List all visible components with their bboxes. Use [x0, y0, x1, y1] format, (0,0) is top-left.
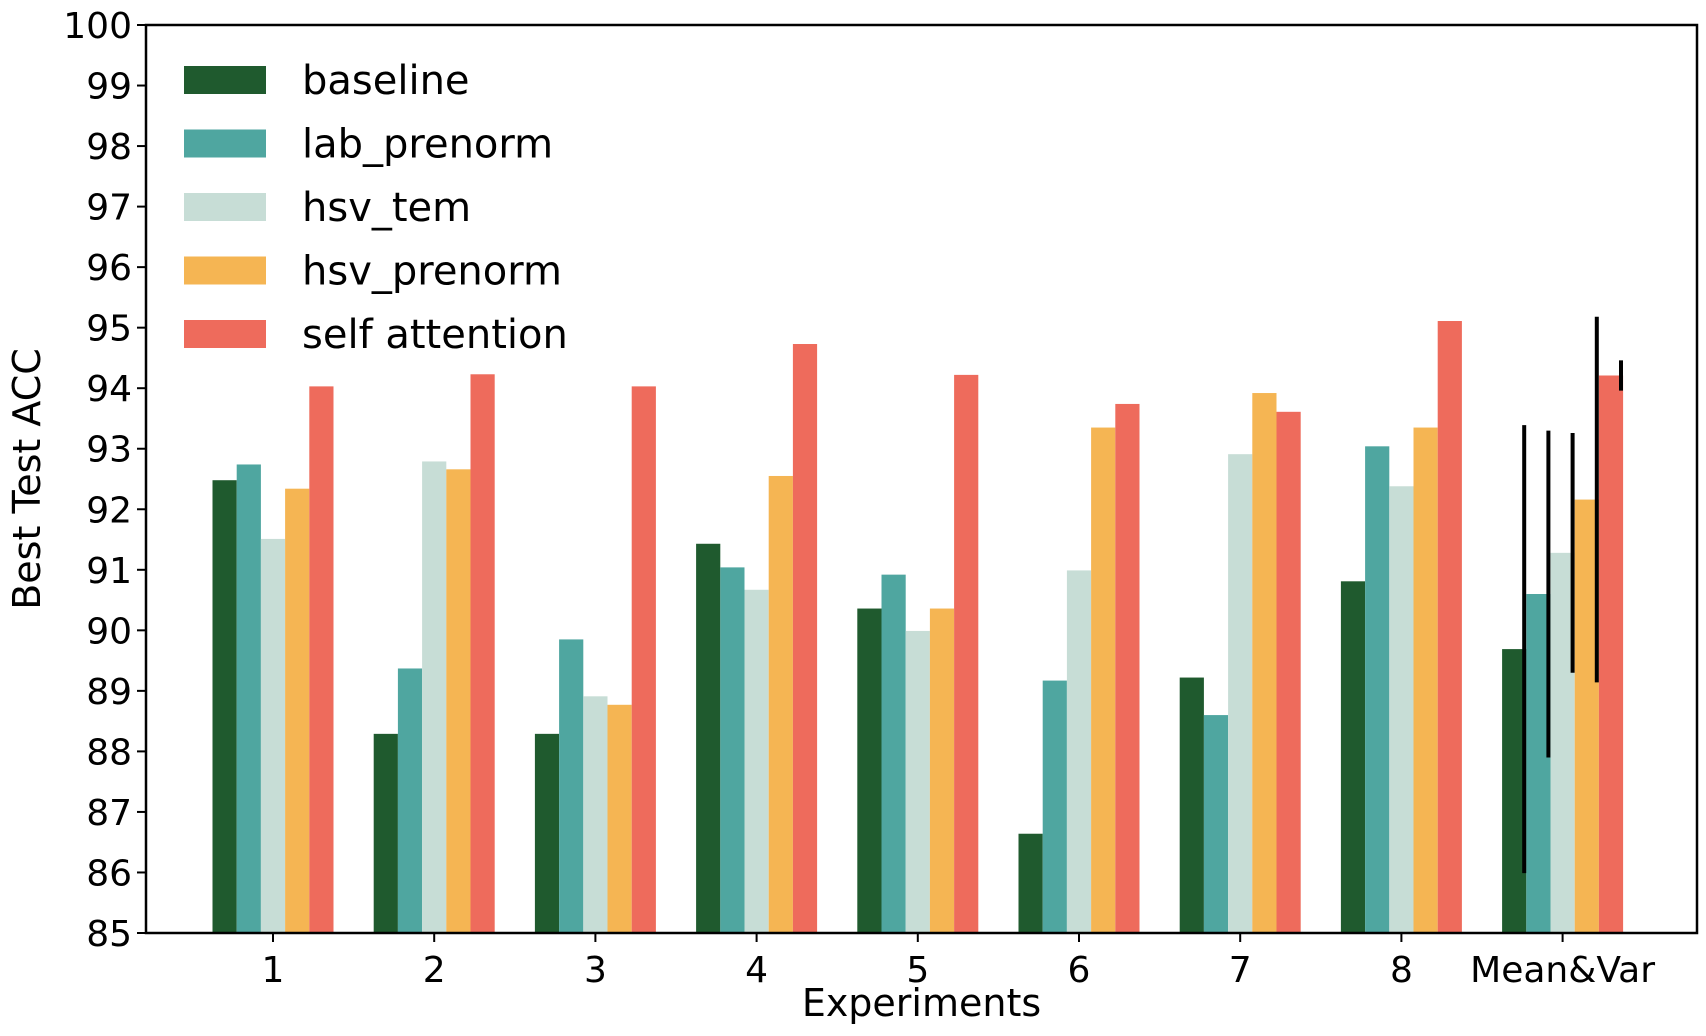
bar-hsv-tem-2 — [422, 461, 447, 933]
bar-self-attention-1 — [309, 386, 334, 933]
legend-swatch-hsv-tem — [184, 193, 266, 221]
x-tick-label: Mean&Var — [1470, 950, 1655, 991]
legend-label-baseline: baseline — [302, 58, 470, 104]
y-tick-label: 85 — [86, 914, 132, 955]
y-tick-label: 88 — [86, 732, 132, 773]
bar-lab-prenorm-3 — [559, 639, 584, 933]
bar-self-attention-3 — [631, 386, 656, 933]
bar-baseline-3 — [534, 733, 560, 933]
bars-layer — [212, 321, 1624, 933]
bar-lab-prenorm-2 — [397, 668, 423, 933]
bar-hsv-prenorm-4 — [768, 475, 793, 933]
bar-lab-prenorm-8 — [1365, 446, 1390, 933]
bar-baseline-2 — [373, 733, 398, 933]
y-tick-label: 89 — [86, 672, 132, 713]
y-tick-label: 98 — [86, 127, 132, 168]
bar-hsv-prenorm-8 — [1413, 427, 1438, 933]
x-axis: 1 2 3 4 5 6 7 8 Mean&Var — [262, 933, 1655, 991]
x-tick-label: 7 — [1229, 950, 1252, 991]
y-tick-label: 86 — [86, 853, 132, 894]
y-tick-label: 90 — [86, 611, 132, 652]
y-tick-label: 100 — [63, 6, 132, 47]
x-tick-label: 2 — [423, 950, 446, 991]
bar-baseline-5 — [857, 608, 882, 933]
bar-self-attention-8 — [1437, 321, 1462, 933]
bar-baseline-8 — [1340, 581, 1366, 933]
error-bars-layer — [1522, 316, 1623, 874]
y-tick-label: 92 — [86, 490, 132, 531]
legend-label-lab-prenorm: lab_prenorm — [302, 122, 553, 168]
bar-hsv-tem-8 — [1389, 486, 1414, 933]
bar-baseline-4 — [696, 543, 721, 933]
x-tick-label: 6 — [1068, 950, 1091, 991]
legend-swatch-hsv-prenorm — [184, 256, 266, 285]
x-tick-label: 1 — [262, 950, 285, 991]
y-tick-label: 95 — [86, 309, 132, 350]
legend-label-hsv-prenorm: hsv_prenorm — [302, 249, 562, 295]
bar-lab-prenorm-4 — [720, 567, 745, 933]
bar-hsv-prenorm-7 — [1252, 393, 1277, 933]
legend-swatch-lab-prenorm — [184, 129, 266, 158]
bar-hsv-prenorm-5 — [929, 608, 955, 933]
bar-hsv-prenorm-1 — [285, 488, 310, 933]
y-tick-label: 87 — [86, 793, 132, 834]
legend-label-hsv-tem: hsv_tem — [302, 185, 471, 231]
legend: baseline lab_prenorm hsv_tem hsv_prenormsel… — [184, 58, 568, 358]
y-axis: 85 86 87 88 89 90 91 92 93 94 95 96 97 98 99 100 — [63, 6, 146, 955]
bar-lab-prenorm-5 — [881, 574, 906, 933]
bar-hsv-tem-4 — [744, 589, 769, 933]
plot-frame — [144, 23, 1699, 935]
bar-hsv-prenorm-6 — [1091, 427, 1116, 933]
bar-hsv-tem-7 — [1228, 454, 1253, 933]
bar-self-attention-mean-var — [1598, 375, 1624, 933]
bar-hsv-prenorm-2 — [446, 469, 471, 933]
bar-self-attention-2 — [470, 374, 495, 933]
x-tick-label: 3 — [584, 950, 607, 991]
bar-hsv-tem-3 — [583, 696, 608, 933]
y-tick-label: 96 — [86, 248, 132, 289]
bar-hsv-tem-5 — [905, 630, 930, 933]
legend-swatch-self-attention — [184, 320, 266, 348]
x-tick-label: 5 — [906, 950, 929, 991]
legend-swatch-baseline — [184, 66, 266, 94]
bar-baseline-1 — [212, 480, 237, 933]
bar-lab-prenorm-6 — [1042, 680, 1067, 933]
bar-baseline-6 — [1018, 833, 1043, 933]
bar-hsv-tem-1 — [260, 538, 286, 933]
y-tick-label: 99 — [86, 67, 132, 108]
bar-self-attention-5 — [954, 374, 979, 933]
y-tick-label: 97 — [86, 188, 132, 229]
x-tick-label: 4 — [745, 950, 768, 991]
bar-self-attention-6 — [1115, 403, 1140, 933]
bar-lab-prenorm-1 — [236, 464, 261, 933]
x-tick-label: 8 — [1390, 950, 1413, 991]
bar-hsv-tem-6 — [1066, 570, 1092, 933]
bar-baseline-7 — [1179, 677, 1204, 933]
x-axis-title: Experiments — [802, 981, 1041, 1025]
bar-self-attention-4 — [792, 344, 818, 933]
y-tick-label: 93 — [86, 430, 132, 471]
y-tick-label: 94 — [86, 369, 132, 410]
y-axis-title: Best Test ACC — [5, 348, 49, 610]
y-tick-label: 91 — [86, 551, 132, 592]
bar-self-attention-7 — [1276, 411, 1301, 933]
legend-label-self-attention: self attention — [302, 312, 568, 358]
bar-lab-prenorm-7 — [1203, 715, 1229, 933]
bar-hsv-prenorm-3 — [607, 704, 632, 933]
